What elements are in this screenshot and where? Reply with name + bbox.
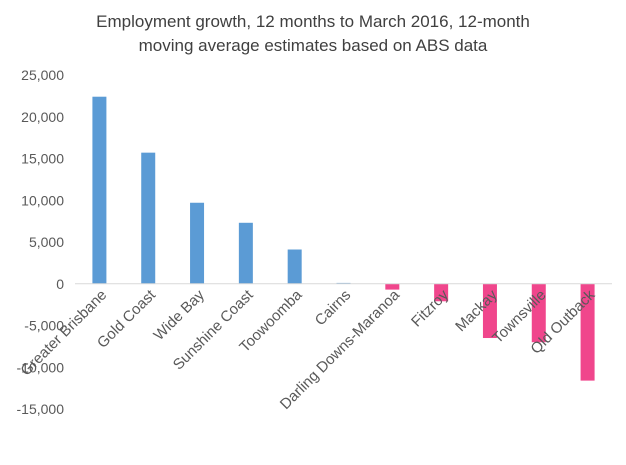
bar xyxy=(531,283,546,343)
category-label: Cairns xyxy=(312,287,355,330)
bar xyxy=(580,283,595,381)
bar xyxy=(287,249,302,284)
y-tick-label: 20,000 xyxy=(21,109,64,125)
bar xyxy=(190,202,205,284)
chart-title-line-2: moving average estimates based on ABS da… xyxy=(138,36,488,55)
chart-title-line-1: Employment growth, 12 months to March 20… xyxy=(96,12,530,31)
y-tick-label: 5,000 xyxy=(29,234,64,250)
bar xyxy=(141,152,156,284)
y-tick-label: 25,000 xyxy=(21,67,64,83)
bar xyxy=(92,96,107,284)
bar xyxy=(238,222,253,284)
y-tick-label: 0 xyxy=(56,276,64,292)
y-tick-label: -15,000 xyxy=(17,401,65,417)
y-tick-label: 15,000 xyxy=(21,151,64,167)
bar xyxy=(434,283,449,302)
y-tick-label: 10,000 xyxy=(21,192,64,208)
bar xyxy=(482,283,497,339)
y-tick-label: -5,000 xyxy=(24,318,64,334)
category-label: Fitzroy xyxy=(408,286,452,330)
bar xyxy=(385,283,400,290)
chart-title: Employment growth, 12 months to March 20… xyxy=(40,10,586,58)
y-tick-label: -10,000 xyxy=(17,359,65,375)
